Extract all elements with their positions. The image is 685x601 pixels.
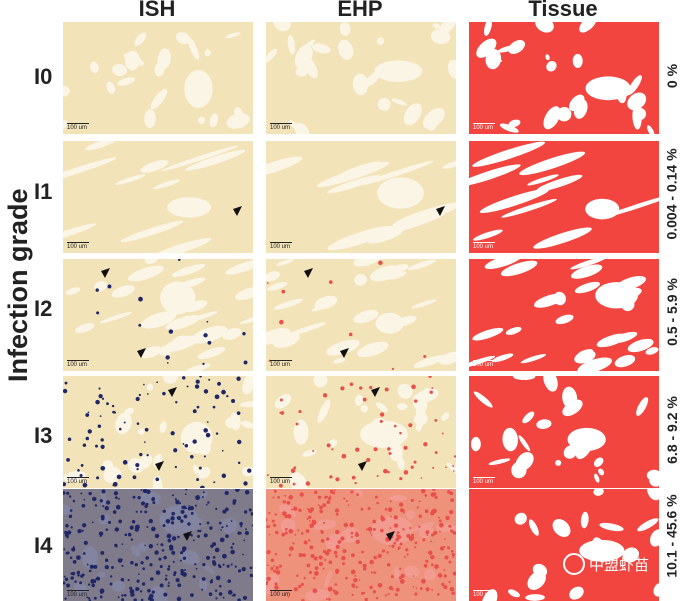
scale-bar-label: 100 um bbox=[473, 362, 494, 368]
watermark-text: 中盟虾苗 bbox=[589, 556, 650, 574]
micrograph-image bbox=[469, 141, 659, 253]
micrograph-image bbox=[63, 376, 253, 488]
scale-bar: 100 um bbox=[270, 360, 292, 368]
micrograph-image bbox=[266, 22, 456, 134]
arrowhead-marker bbox=[386, 531, 395, 541]
micrograph-image bbox=[63, 489, 253, 601]
scale-bar-label: 100 um bbox=[270, 362, 291, 368]
percent-label-i1: 0.004 - 0.14 % bbox=[664, 148, 680, 240]
arrowhead-marker bbox=[358, 461, 367, 471]
scale-bar-label: 100 um bbox=[67, 244, 88, 250]
micrograph-image bbox=[266, 259, 456, 371]
row-label-i1: I1 bbox=[34, 179, 53, 204]
micrograph-image bbox=[266, 376, 456, 488]
scale-bar-label: 100 um bbox=[270, 244, 291, 250]
scale-bar: 100 um bbox=[67, 590, 89, 598]
scale-bar: 100 um bbox=[473, 477, 495, 485]
scale-bar-label: 100 um bbox=[270, 125, 291, 131]
scale-bar-label: 100 um bbox=[270, 592, 291, 598]
scale-bar: 100 um bbox=[473, 360, 495, 368]
micrograph-image bbox=[63, 259, 253, 371]
scale-bar: 100 um bbox=[270, 242, 292, 250]
panel-ish-i2: 100 um bbox=[63, 259, 253, 371]
scale-bar: 100 um bbox=[473, 242, 495, 250]
panel-ehp-i2: 100 um bbox=[266, 259, 456, 371]
scale-bar: 100 um bbox=[473, 590, 495, 598]
micrograph-image bbox=[266, 489, 456, 601]
scale-bar: 100 um bbox=[270, 123, 292, 131]
micrograph-image bbox=[266, 141, 456, 253]
scale-bar: 100 um bbox=[270, 477, 292, 485]
wechat-icon bbox=[563, 553, 585, 575]
percent-label-i4: 10.1 - 45.6 % bbox=[664, 494, 680, 578]
y-axis-label: Infection grade bbox=[3, 188, 33, 382]
panel-ehp-i4: 100 um bbox=[266, 489, 456, 601]
scale-bar-label: 100 um bbox=[67, 479, 88, 485]
panel-tissue-i1: 100 um bbox=[469, 141, 659, 253]
scale-bar: 100 um bbox=[270, 590, 292, 598]
column-title-ehp: EHP bbox=[337, 0, 383, 21]
scale-bar: 100 um bbox=[473, 123, 495, 131]
percent-label-i3: 6.8 - 9.2 % bbox=[664, 396, 681, 464]
panel-tissue-i4: 100 um bbox=[469, 489, 659, 601]
column-title-ish: ISH bbox=[138, 0, 176, 21]
percent-label-i2: 0.5 - 5.9 % bbox=[664, 278, 681, 346]
row-label-i3: I3 bbox=[34, 423, 53, 448]
scale-bar: 100 um bbox=[67, 123, 89, 131]
scale-bar-label: 100 um bbox=[473, 244, 494, 250]
panel-ish-i0: 100 um bbox=[63, 22, 253, 134]
arrowhead-marker bbox=[155, 461, 164, 471]
column-title-tissue: Tissue bbox=[528, 0, 598, 21]
scale-bar: 100 um bbox=[67, 477, 89, 485]
panel-ish-i1: 100 um bbox=[63, 141, 253, 253]
micrograph-image bbox=[469, 376, 659, 488]
panel-ehp-i1: 100 um bbox=[266, 141, 456, 253]
scale-bar-label: 100 um bbox=[473, 592, 494, 598]
arrowhead-marker bbox=[101, 268, 110, 278]
arrowhead-marker bbox=[183, 531, 192, 541]
panel-ehp-i3: 100 um bbox=[266, 376, 456, 488]
micrograph-image bbox=[63, 141, 253, 253]
scale-bar: 100 um bbox=[67, 242, 89, 250]
scale-bar-label: 100 um bbox=[67, 125, 88, 131]
scale-bar-label: 100 um bbox=[473, 479, 494, 485]
panel-ehp-i0: 100 um bbox=[266, 22, 456, 134]
micrograph-image bbox=[469, 22, 659, 134]
panel-ish-i4: 100 um bbox=[63, 489, 253, 601]
percent-label-i0: 0 % bbox=[664, 63, 680, 89]
panel-tissue-i3: 100 um bbox=[469, 376, 659, 488]
arrowhead-marker bbox=[304, 268, 313, 278]
micrograph-image bbox=[469, 489, 659, 601]
scale-bar-label: 100 um bbox=[67, 592, 88, 598]
arrowhead-marker bbox=[168, 387, 177, 397]
panel-ish-i3: 100 um bbox=[63, 376, 253, 488]
arrowhead-marker bbox=[137, 348, 146, 358]
scale-bar-label: 100 um bbox=[473, 125, 494, 131]
row-label-i2: I2 bbox=[34, 296, 53, 321]
row-label-i0: I0 bbox=[34, 64, 53, 89]
micrograph-image bbox=[469, 259, 659, 371]
scale-bar-label: 100 um bbox=[67, 362, 88, 368]
micrograph-image bbox=[63, 22, 253, 134]
row-label-i4: I4 bbox=[34, 533, 53, 558]
arrowhead-marker bbox=[233, 206, 242, 216]
panel-tissue-i0: 100 um bbox=[469, 22, 659, 134]
panel-tissue-i2: 100 um bbox=[469, 259, 659, 371]
arrowhead-marker bbox=[436, 206, 445, 216]
arrowhead-marker bbox=[371, 387, 380, 397]
scale-bar: 100 um bbox=[67, 360, 89, 368]
arrowhead-marker bbox=[340, 348, 349, 358]
watermark: 中盟虾苗 bbox=[563, 553, 649, 575]
scale-bar-label: 100 um bbox=[270, 479, 291, 485]
